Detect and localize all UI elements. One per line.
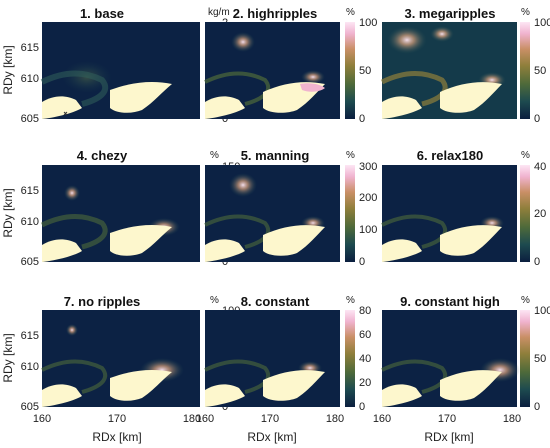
x-tick-160-col-3: 160 bbox=[373, 413, 391, 425]
panel-4-unit: % bbox=[210, 150, 219, 161]
panel-4-title: 4. chezy bbox=[77, 148, 128, 163]
panel-3-colorbar bbox=[520, 22, 530, 119]
panel-8-cbar-tick-40: 40 bbox=[359, 353, 371, 365]
panel-9: 9. constant high % 100 50 0 bbox=[381, 294, 550, 413]
panel-3-unit: % bbox=[521, 7, 530, 18]
x-tick-170-col-3: 170 bbox=[438, 413, 456, 425]
panel-1-map bbox=[40, 22, 200, 119]
panel-7: 7. no ripples % 100 50 0 bbox=[41, 294, 240, 413]
panel-7-map bbox=[41, 310, 200, 407]
y-tick-610-row-1: 610 bbox=[21, 73, 39, 85]
panel-1: 1. base kg/m 2 1 0 bbox=[40, 6, 230, 125]
panel-2-map bbox=[204, 22, 340, 119]
panel-6-colorbar bbox=[520, 165, 530, 262]
panel-8-cbar-tick-60: 60 bbox=[359, 329, 371, 341]
y-axis-row-2: 615 610 605 RDy [km] bbox=[1, 185, 39, 268]
x-tick-170-col-2: 170 bbox=[261, 413, 279, 425]
panel-5: 5. manning % 300 200 100 0 bbox=[204, 148, 377, 268]
y-axis-label-row-2: RDy [km] bbox=[1, 188, 15, 237]
panel-8: 8. constant % 80 60 40 20 0 bbox=[204, 294, 371, 413]
panel-2-title: 2. highripples bbox=[233, 6, 318, 21]
y-axis-label-row-3: RDy [km] bbox=[1, 333, 15, 382]
panel-6: 6. relax180 % 40 20 0 bbox=[381, 148, 546, 268]
x-tick-160-col-1: 160 bbox=[33, 413, 51, 425]
panel-5-map bbox=[204, 165, 340, 262]
panel-8-map bbox=[204, 310, 340, 407]
panel-9-cbar-tick-bottom: 0 bbox=[534, 401, 540, 413]
panel-8-cbar-tick-80: 80 bbox=[359, 305, 371, 317]
panel-4: 4. chezy % 150 100 50 0 bbox=[40, 148, 240, 268]
panel-9-unit: % bbox=[521, 295, 530, 306]
y-axis-row-3: 615 610 605 RDy [km] bbox=[1, 330, 39, 413]
panel-2-unit: % bbox=[346, 7, 355, 18]
panel-3-cbar-tick-bottom: 0 bbox=[534, 113, 540, 125]
y-axis-label-row-1: RDy [km] bbox=[1, 45, 15, 94]
y-tick-605-row-2: 605 bbox=[21, 256, 39, 268]
y-axis-row-1: 615 610 605 RDy [km] bbox=[1, 42, 39, 125]
panel-2-colorbar bbox=[345, 22, 355, 119]
panel-7-unit: % bbox=[210, 295, 219, 306]
panel-6-title: 6. relax180 bbox=[417, 148, 484, 163]
panel-8-unit: % bbox=[346, 295, 355, 306]
panel-5-cbar-tick-0: 0 bbox=[359, 256, 365, 268]
panel-6-cbar-tick-20: 20 bbox=[534, 208, 546, 220]
y-tick-615-row-1: 615 bbox=[21, 42, 39, 54]
panel-1-title: 1. base bbox=[80, 6, 124, 21]
panel-3: 3. megaripples % 100 50 0 bbox=[380, 6, 550, 125]
panel-6-cbar-tick-40: 40 bbox=[534, 161, 546, 173]
panel-6-unit: % bbox=[521, 150, 530, 161]
x-tick-180-col-1: 180 bbox=[183, 413, 201, 425]
panel-3-map bbox=[380, 22, 517, 119]
panel-2-cbar-tick-mid: 50 bbox=[359, 65, 371, 77]
panel-9-cbar-tick-top: 100 bbox=[534, 305, 550, 317]
panel-6-map bbox=[381, 165, 517, 262]
x-tick-180-col-2: 180 bbox=[326, 413, 344, 425]
y-tick-605-row-1: 605 bbox=[21, 113, 39, 125]
panel-8-cbar-tick-0: 0 bbox=[359, 401, 365, 413]
panel-2-cbar-tick-top: 100 bbox=[359, 17, 377, 29]
panel-5-cbar-tick-200: 200 bbox=[359, 192, 377, 204]
panel-2-cbar-tick-bottom: 0 bbox=[359, 113, 365, 125]
y-tick-615-row-3: 615 bbox=[21, 330, 39, 342]
x-axis-label-col-1: RDx [km] bbox=[92, 430, 141, 444]
panel-8-cbar-tick-20: 20 bbox=[359, 377, 371, 389]
y-tick-605-row-3: 605 bbox=[21, 401, 39, 413]
x-tick-160-col-2: 160 bbox=[196, 413, 214, 425]
y-tick-610-row-3: 610 bbox=[21, 361, 39, 373]
panel-9-cbar-tick-mid: 50 bbox=[534, 353, 546, 365]
panel-5-cbar-tick-300: 300 bbox=[359, 161, 377, 173]
x-axis-label-col-2: RDx [km] bbox=[247, 430, 296, 444]
x-axis-col-1: 160 170 180 RDx [km] bbox=[33, 413, 201, 444]
panel-5-title: 5. manning bbox=[241, 148, 310, 163]
panel-9-colorbar bbox=[520, 310, 530, 407]
panel-1-unit: kg/m bbox=[208, 7, 230, 18]
panel-3-title: 3. megaripples bbox=[404, 6, 495, 21]
x-tick-170-col-1: 170 bbox=[108, 413, 126, 425]
panel-5-unit: % bbox=[346, 150, 355, 161]
panel-9-title: 9. constant high bbox=[400, 294, 500, 309]
panel-8-colorbar bbox=[345, 310, 355, 407]
x-axis-label-col-3: RDx [km] bbox=[424, 430, 473, 444]
x-axis-col-2: 160 170 180 RDx [km] bbox=[196, 413, 344, 444]
y-tick-615-row-2: 615 bbox=[21, 185, 39, 197]
panel-5-colorbar bbox=[345, 165, 355, 262]
x-tick-180-col-3: 180 bbox=[503, 413, 521, 425]
panel-3-cbar-tick-mid: 50 bbox=[534, 65, 546, 77]
panel-8-title: 8. constant bbox=[241, 294, 310, 309]
panel-2: 2. highripples % 100 50 0 bbox=[204, 6, 377, 125]
panel-9-map bbox=[381, 310, 520, 407]
panel-7-title: 7. no ripples bbox=[64, 294, 141, 309]
panel-3-cbar-tick-top: 100 bbox=[534, 17, 550, 29]
panel-4-map bbox=[40, 165, 200, 262]
y-tick-610-row-2: 610 bbox=[21, 216, 39, 228]
panel-6-cbar-tick-0: 0 bbox=[534, 256, 540, 268]
panel-5-cbar-tick-100: 100 bbox=[359, 224, 377, 236]
x-axis-col-3: 160 170 180 RDx [km] bbox=[373, 413, 521, 444]
